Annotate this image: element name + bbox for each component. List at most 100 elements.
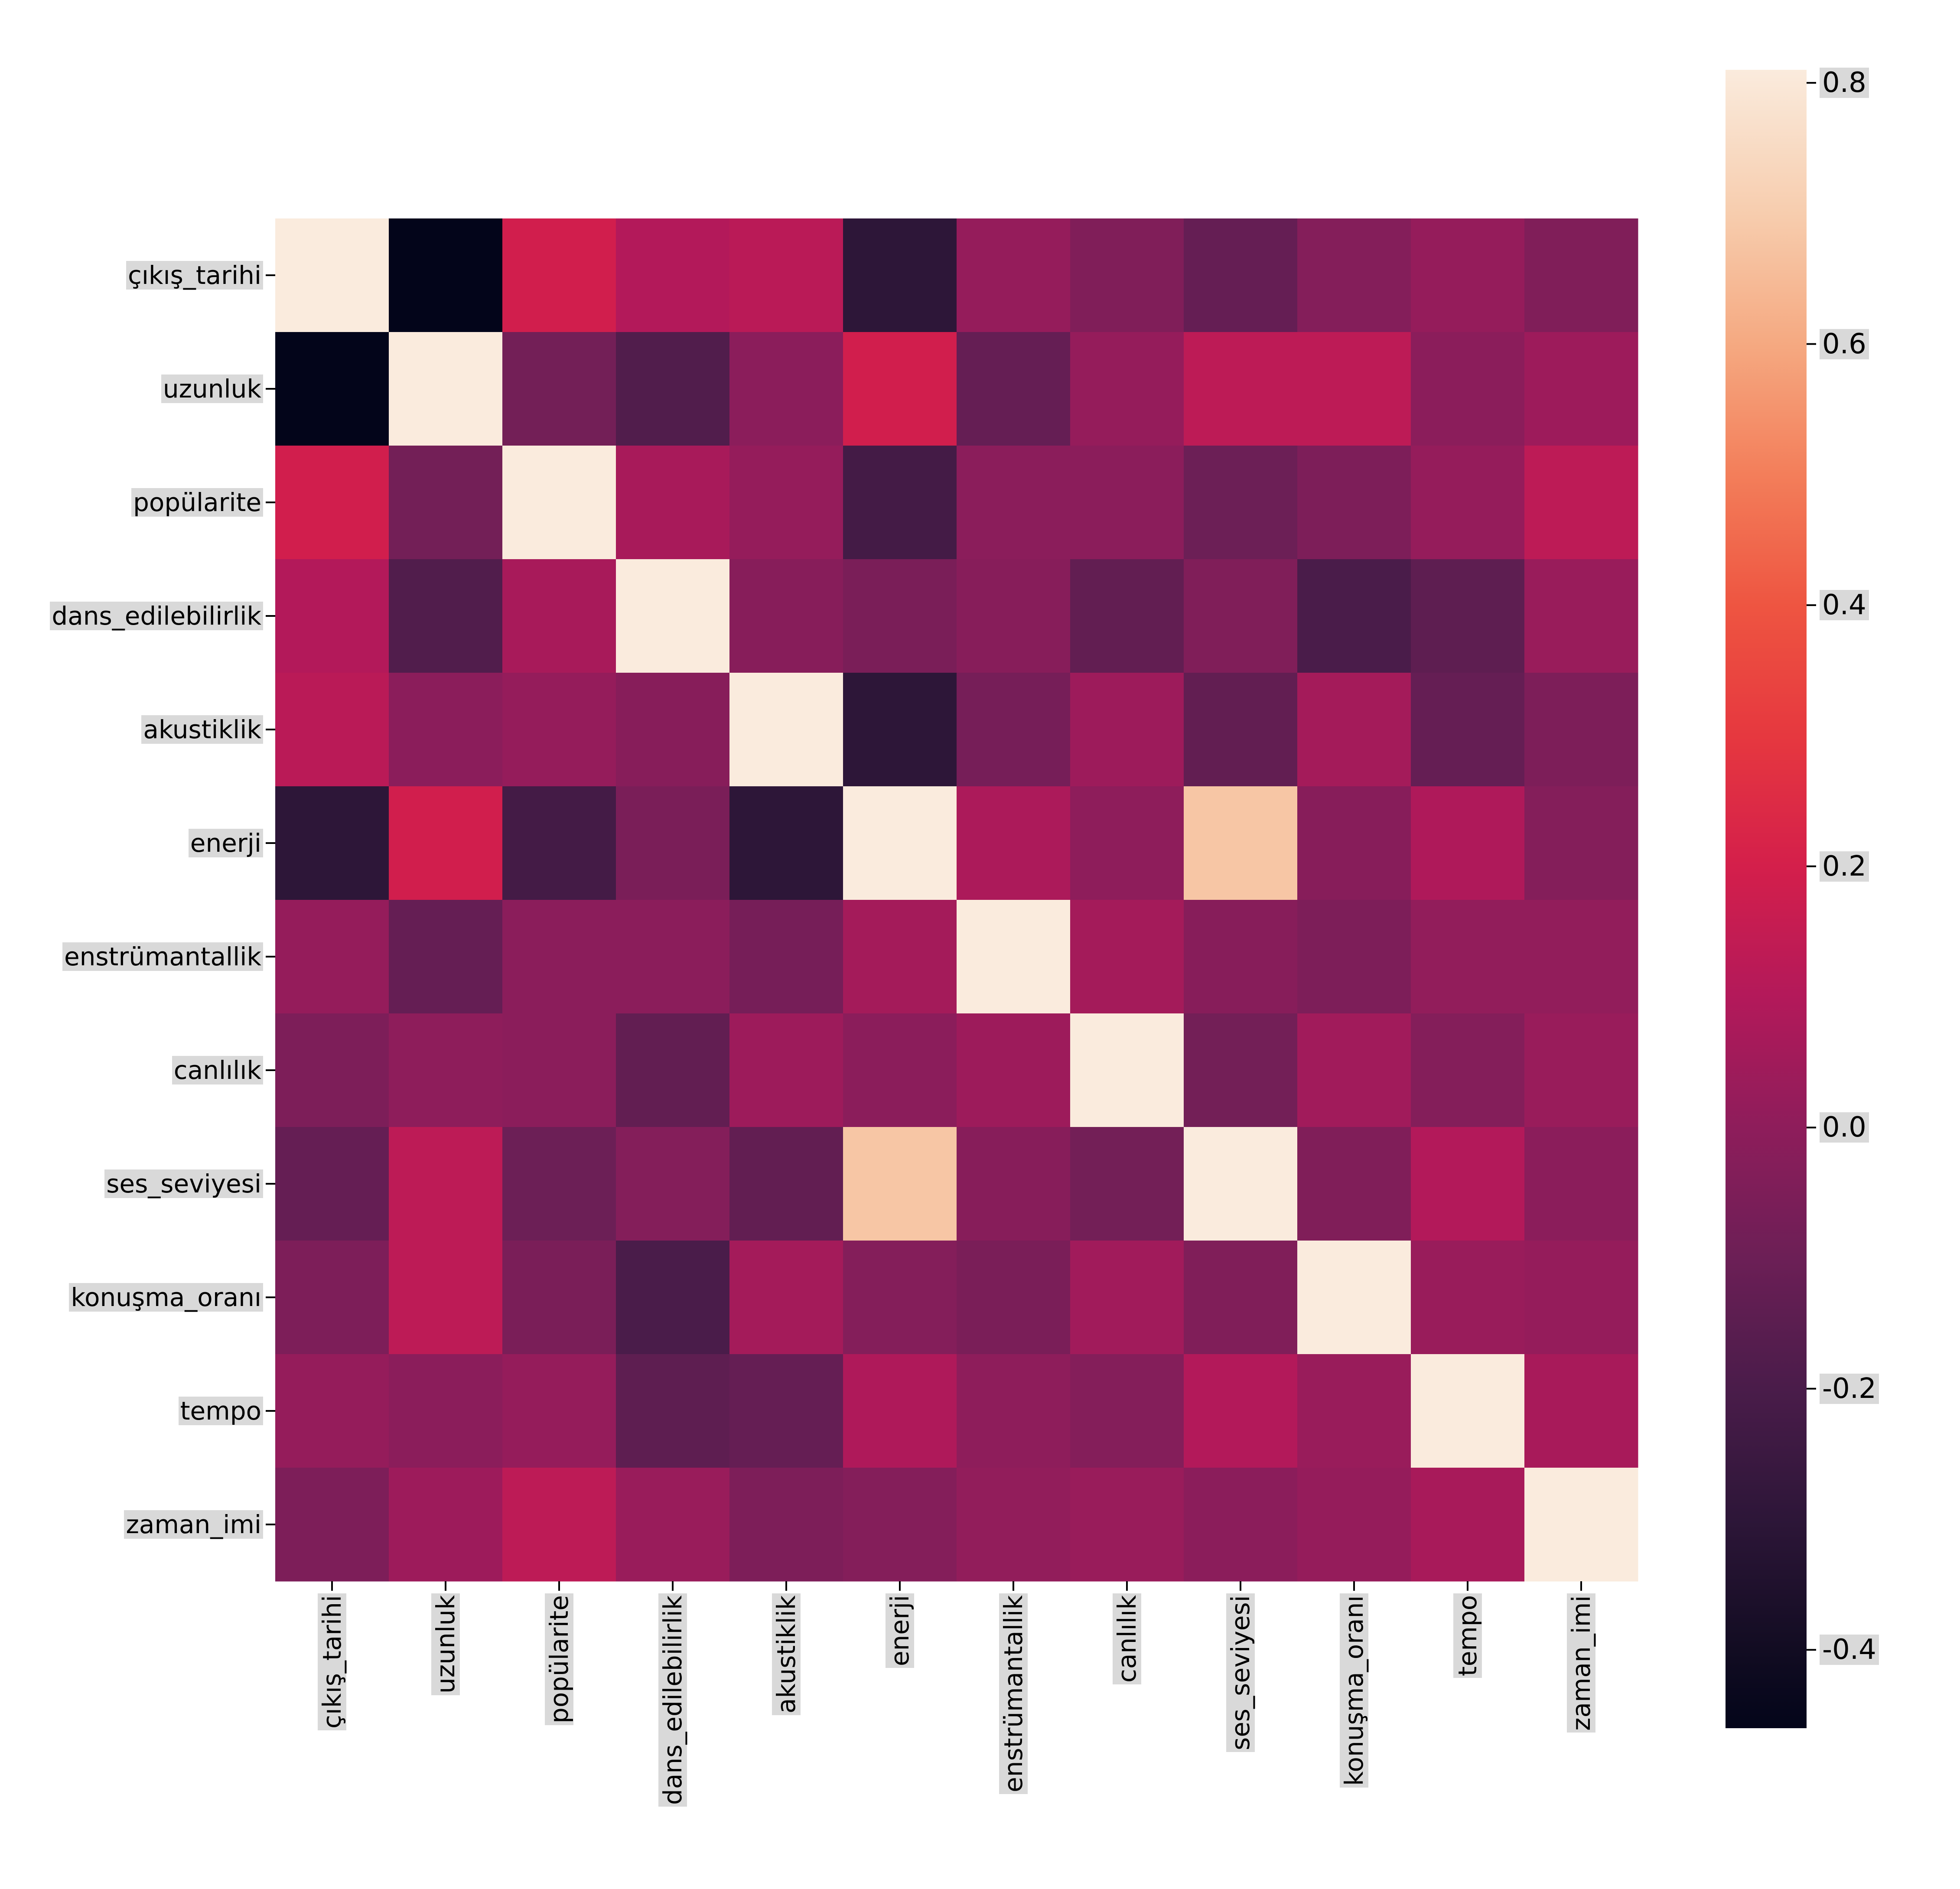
heatmap-cell	[275, 559, 389, 673]
heatmap-cell	[729, 1354, 843, 1468]
heatmap-cell	[502, 1468, 616, 1582]
heatmap-cell	[957, 1241, 1071, 1355]
heatmap-cell	[1411, 900, 1525, 1014]
heatmap-cell	[616, 1013, 730, 1127]
heatmap-cell	[957, 900, 1071, 1014]
heatmap-cell	[502, 1013, 616, 1127]
heatmap-cell	[957, 786, 1071, 900]
heatmap-cell	[729, 786, 843, 900]
y-tick-label: konuşma_oranı	[69, 1283, 263, 1312]
heatmap-cell	[275, 786, 389, 900]
heatmap-cell	[957, 332, 1071, 446]
heatmap-cell	[1184, 673, 1298, 787]
heatmap-cell	[729, 1241, 843, 1355]
heatmap-cell	[1184, 1241, 1298, 1355]
colorbar-ticks	[1807, 82, 1816, 1651]
heatmap-cell	[389, 446, 503, 560]
heatmap-cell	[1524, 1468, 1638, 1582]
heatmap-cell	[729, 332, 843, 446]
heatmap-cell	[957, 218, 1071, 332]
heatmap-cell	[389, 1468, 503, 1582]
heatmap-cell	[616, 559, 730, 673]
heatmap-cell	[1297, 218, 1411, 332]
heatmap-cell	[1524, 1127, 1638, 1241]
heatmap-cell	[1297, 900, 1411, 1014]
heatmap-cell	[1297, 1468, 1411, 1582]
heatmap-cell	[502, 446, 616, 560]
heatmap-cell	[389, 218, 503, 332]
colorbar-tick-label: 0.6	[1820, 329, 1869, 359]
heatmap-cell	[1297, 1241, 1411, 1355]
heatmap-cell	[1184, 218, 1298, 332]
heatmap-cell	[957, 559, 1071, 673]
heatmap-cell	[389, 332, 503, 446]
heatmap-cell	[1297, 332, 1411, 446]
heatmap-cell	[275, 673, 389, 787]
heatmap-cell	[502, 1354, 616, 1468]
colorbar-tick-label: 0.2	[1820, 851, 1869, 882]
x-tick-label: canlılık	[1112, 1593, 1142, 1684]
heatmap-cell	[389, 1241, 503, 1355]
heatmap-cell	[389, 559, 503, 673]
heatmap-cell	[1411, 446, 1525, 560]
colorbar-tick-label: -0.2	[1820, 1373, 1879, 1404]
heatmap-cell	[729, 446, 843, 560]
heatmap-cell	[389, 786, 503, 900]
heatmap-cell	[1524, 332, 1638, 446]
heatmap-cell	[275, 1354, 389, 1468]
heatmap-cell	[275, 1013, 389, 1127]
x-tick-label: zaman_imi	[1566, 1593, 1596, 1733]
heatmap-cell	[616, 900, 730, 1014]
heatmap-cell	[957, 1013, 1071, 1127]
heatmap-cell	[1411, 1468, 1525, 1582]
heatmap-cell	[616, 673, 730, 787]
heatmap-cell	[843, 673, 957, 787]
heatmap-cell	[1184, 1468, 1298, 1582]
y-tick-label: akustiklik	[141, 715, 263, 744]
heatmap-cell	[275, 1468, 389, 1582]
heatmap-cell	[729, 673, 843, 787]
heatmap-cell	[502, 332, 616, 446]
x-tick-label: ses_seviyesi	[1226, 1593, 1255, 1752]
heatmap-cell	[1297, 446, 1411, 560]
heatmap-cell	[1524, 1354, 1638, 1468]
heatmap-cell	[843, 218, 957, 332]
heatmap-cell	[1411, 1241, 1525, 1355]
heatmap-cell	[502, 559, 616, 673]
heatmap-cell	[957, 673, 1071, 787]
heatmap-cell	[616, 1127, 730, 1241]
heatmap-cell	[1184, 900, 1298, 1014]
heatmap-cell	[502, 218, 616, 332]
heatmap-cell	[843, 446, 957, 560]
y-tick-label: dans_edilebilirlik	[50, 602, 263, 630]
heatmap-cell	[843, 1468, 957, 1582]
heatmap-cell	[1524, 900, 1638, 1014]
heatmap-cell	[843, 900, 957, 1014]
heatmap-cell	[1070, 559, 1184, 673]
x-tick-label: tempo	[1453, 1593, 1482, 1678]
y-tick-label: zaman_imi	[124, 1510, 263, 1539]
x-tick-label: çıkış_tarihi	[317, 1593, 347, 1730]
x-tick-label: konuşma_oranı	[1339, 1593, 1369, 1788]
heatmap-cell	[389, 1354, 503, 1468]
heatmap-cell	[843, 1354, 957, 1468]
heatmap-cell	[275, 1127, 389, 1241]
heatmap-cell	[502, 673, 616, 787]
heatmap-cell	[957, 1127, 1071, 1241]
x-tick-label: akustiklik	[772, 1593, 801, 1715]
heatmap-cell	[389, 673, 503, 787]
heatmap-cell	[1184, 1013, 1298, 1127]
x-tick-label: uzunluk	[431, 1593, 460, 1695]
heatmap-cell	[957, 1468, 1071, 1582]
heatmap-cell	[957, 1354, 1071, 1468]
heatmap-cell	[275, 1241, 389, 1355]
heatmap-cell	[1411, 332, 1525, 446]
heatmap-cell	[502, 1127, 616, 1241]
colorbar	[1726, 70, 1807, 1728]
y-tick-label: uzunluk	[161, 375, 263, 403]
heatmap-cell	[1070, 1354, 1184, 1468]
heatmap-cell	[389, 1013, 503, 1127]
heatmap-cell	[616, 786, 730, 900]
colorbar-tick-label: 0.0	[1820, 1112, 1869, 1143]
